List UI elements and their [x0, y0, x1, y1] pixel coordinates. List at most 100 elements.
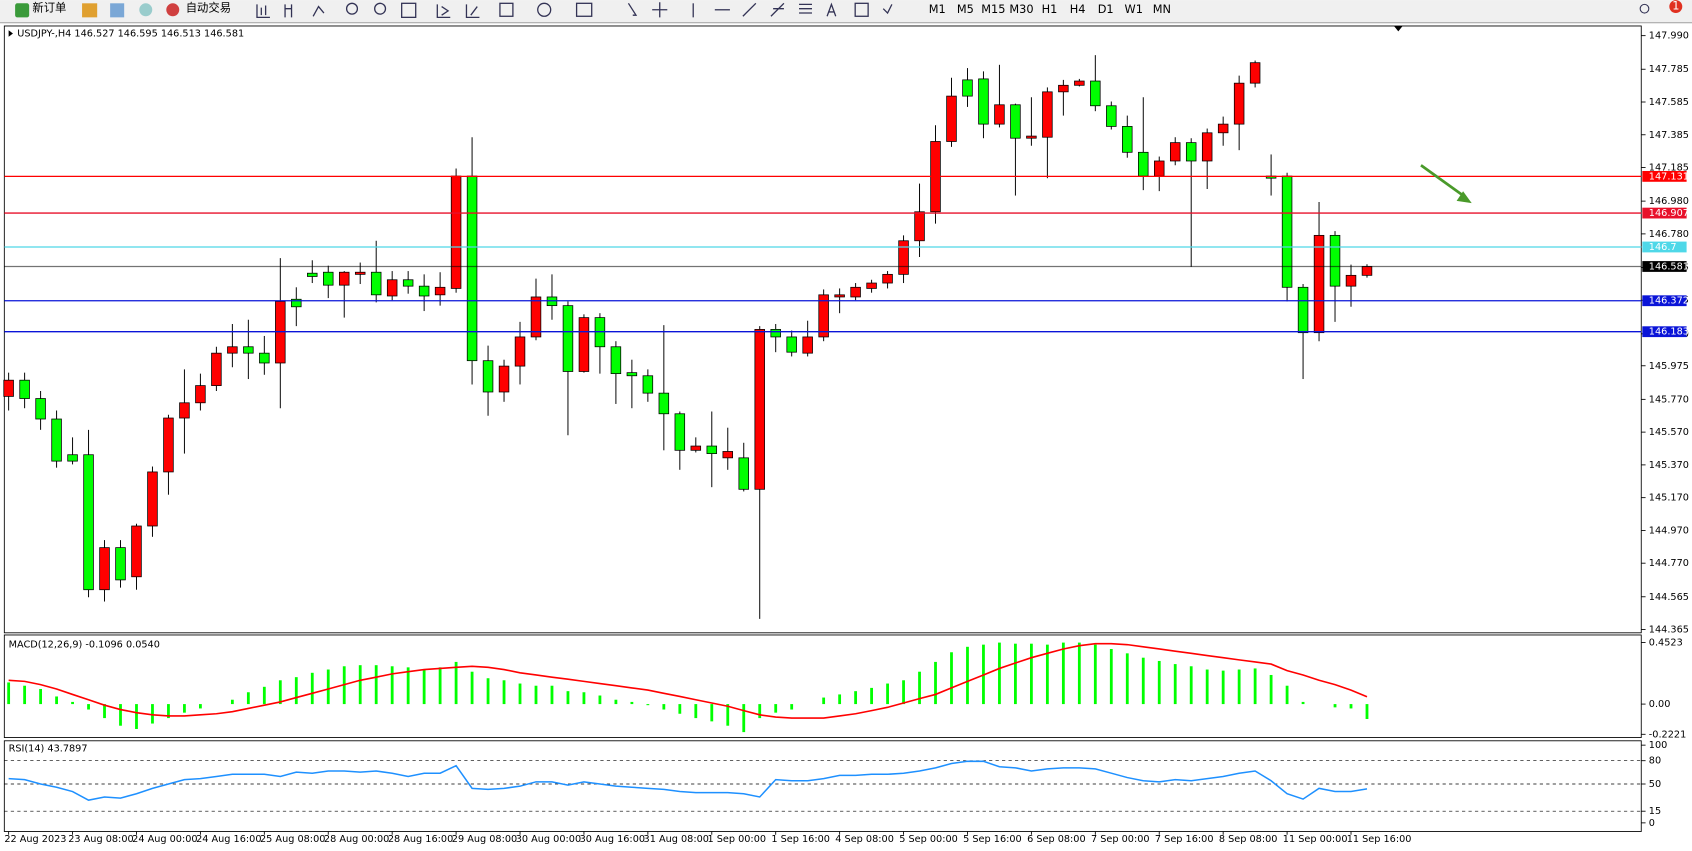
candle-body: [386, 279, 398, 297]
macd-bar: [246, 692, 250, 705]
tool-icon[interactable]: [465, 4, 480, 18]
macd-bar: [630, 701, 634, 705]
x-tick-label: 30 Aug 00:00: [516, 834, 581, 845]
toolbar-bg: [0, 0, 1692, 23]
x-tick-label: 24 Aug 16:00: [196, 834, 261, 845]
candle-body: [1185, 142, 1197, 162]
new-order-label: 新订单: [32, 1, 66, 15]
macd-bar: [966, 646, 969, 705]
y-tick-label: 145.370: [1649, 460, 1689, 471]
trendline[interactable]: [742, 2, 757, 17]
level-label: 146.907: [1649, 208, 1689, 219]
macd-bar: [1109, 648, 1113, 705]
macd-bar: [838, 694, 842, 705]
timeframe-button[interactable]: H4: [1070, 2, 1086, 16]
notification-badge[interactable]: [1669, 0, 1683, 14]
candle-body: [834, 294, 845, 298]
timeframe-button[interactable]: MN: [1153, 2, 1171, 16]
label-tool[interactable]: [854, 2, 869, 17]
y-tick-label: 0.4523: [1649, 638, 1683, 649]
tool-icon[interactable]: [312, 5, 325, 17]
macd-bar: [518, 683, 522, 705]
indicators[interactable]: [499, 2, 514, 17]
tool-icon[interactable]: [139, 3, 153, 17]
timeframe-button[interactable]: H1: [1042, 2, 1058, 16]
timeframe-button[interactable]: M30: [1009, 2, 1033, 16]
candle-body: [802, 336, 813, 354]
candle-body: [1042, 91, 1053, 138]
templates[interactable]: [575, 2, 593, 17]
x-tick-label: 31 Aug 08:00: [644, 834, 709, 845]
candle-body: [83, 454, 94, 591]
arrow-head: [1456, 191, 1472, 204]
candle-body: [690, 445, 702, 451]
macd-bar: [167, 704, 170, 719]
candle-body: [1169, 142, 1181, 162]
zoom-in[interactable]: [345, 2, 359, 15]
periods[interactable]: [537, 2, 552, 17]
macd-bar: [87, 704, 90, 710]
arrows-tool[interactable]: [882, 4, 893, 15]
macd-bar: [1237, 669, 1241, 705]
macd-bar: [566, 691, 570, 705]
macd-bar: [310, 672, 314, 705]
auto-trade-button[interactable]: 自动交易: [166, 1, 231, 17]
macd-bar: [886, 683, 889, 705]
new-order-button[interactable]: 新订单: [15, 1, 66, 18]
timeframe-button[interactable]: M15: [981, 2, 1005, 16]
level-label-bg: [1642, 207, 1687, 219]
x-tick-label: 28 Aug 16:00: [388, 834, 453, 845]
cursor[interactable]: [627, 2, 638, 16]
fibo[interactable]: [799, 3, 812, 14]
tool-icon[interactable]: [436, 4, 451, 18]
macd-bar: [1301, 701, 1305, 705]
y-tick-label: 145.170: [1649, 493, 1689, 504]
candle-body: [211, 352, 222, 386]
level-label-bg: [1642, 326, 1687, 338]
auto-trade-icon: [166, 3, 180, 17]
timeframe-button[interactable]: M1: [929, 2, 946, 16]
candle-body: [1345, 274, 1357, 287]
channel[interactable]: [770, 2, 785, 17]
text-tool[interactable]: [826, 2, 837, 17]
macd-bar: [7, 682, 11, 705]
candle-body: [706, 445, 718, 454]
macd-bar: [1285, 685, 1289, 705]
macd-bar: [1093, 644, 1097, 705]
macd-bar: [119, 704, 122, 726]
macd-bar: [103, 704, 106, 719]
tile[interactable]: [401, 2, 417, 18]
candle-body: [1217, 123, 1229, 134]
chart-title: USDJPY-,H4 146.527 146.595 146.513 146.5…: [17, 29, 244, 40]
candle-body: [51, 418, 62, 462]
search[interactable]: [1639, 3, 1650, 14]
macd-bar: [470, 671, 474, 705]
tool-icon[interactable]: [110, 3, 125, 18]
candle-body: [754, 329, 765, 490]
macd-bar: [1333, 704, 1337, 708]
x-tick-label: 6 Sep 08:00: [1027, 834, 1086, 845]
candle-body: [578, 317, 590, 372]
tool-icon[interactable]: [284, 4, 293, 18]
candle-body: [962, 79, 973, 97]
candle-body: [1329, 234, 1341, 287]
zoom-out[interactable]: [374, 2, 387, 15]
tool-icon[interactable]: [256, 4, 270, 18]
candle-body: [946, 95, 957, 142]
crosshair[interactable]: [652, 2, 668, 18]
candle-body: [1233, 82, 1245, 125]
macd-bar: [502, 680, 506, 705]
tool-icon[interactable]: [82, 3, 98, 18]
level-label-bg: [1642, 241, 1687, 253]
timeframe-button[interactable]: W1: [1125, 2, 1143, 16]
timeframe-button[interactable]: M5: [957, 2, 974, 16]
auto-trade-label: 自动交易: [186, 1, 231, 15]
macd-bar: [1029, 643, 1033, 705]
candle-body: [338, 271, 350, 286]
y-tick-label: 144.565: [1649, 592, 1689, 603]
candle-body: [307, 272, 318, 277]
timeframe-button[interactable]: D1: [1098, 2, 1114, 16]
candle-body: [418, 285, 430, 297]
candle-body: [243, 346, 254, 354]
candle-body: [850, 286, 861, 298]
